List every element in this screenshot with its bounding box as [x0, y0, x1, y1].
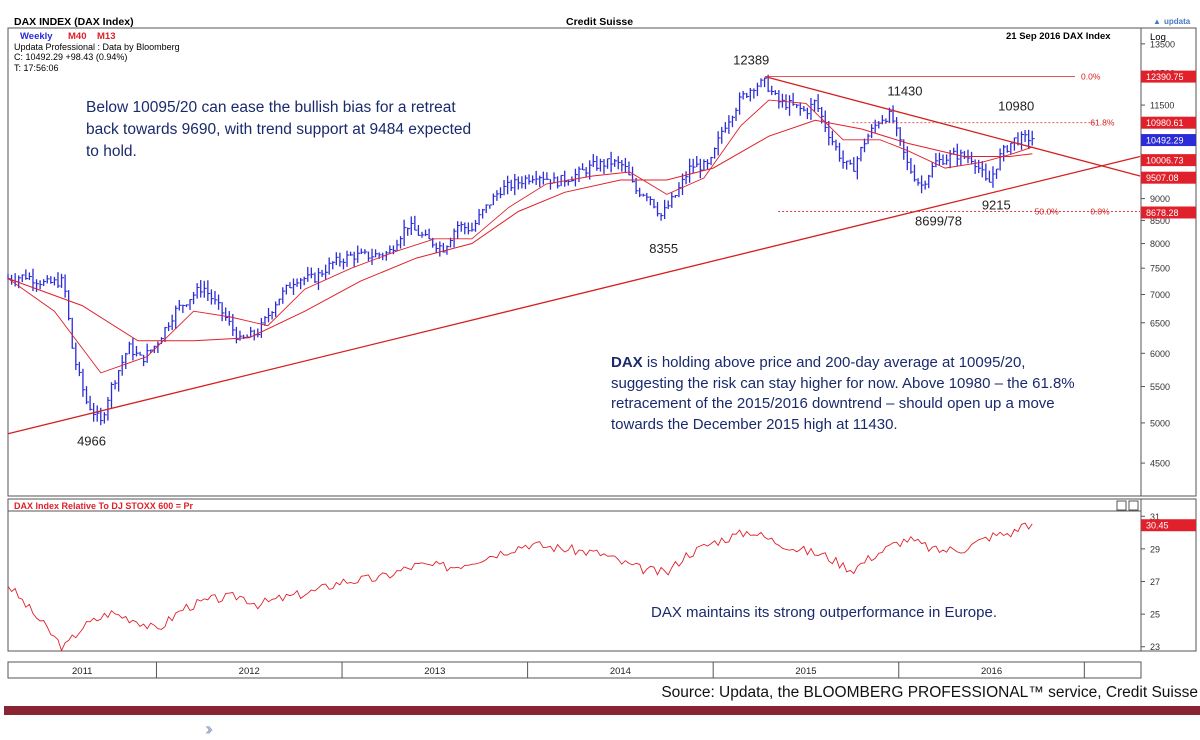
panel-restore-button[interactable]	[1116, 500, 1127, 511]
y-tick-label: 13500	[1150, 39, 1175, 49]
price-point-label: 8355	[649, 241, 678, 256]
price-point-label: 11430	[887, 83, 922, 98]
main-axis-frame	[1140, 27, 1197, 497]
axis-value-tag	[1141, 519, 1196, 532]
axis-value-tag-label: 12390.75	[1146, 72, 1184, 82]
ma13-line	[7, 99, 1033, 374]
resistance-trendline	[764, 75, 1141, 177]
info-line-3: T: 17:56:06	[14, 63, 59, 73]
axis-value-tag	[1141, 70, 1196, 83]
panel-close-button[interactable]	[1128, 500, 1139, 511]
y-tick-label: 8500	[1150, 216, 1170, 226]
annotation-outperformance: DAX maintains its strong outperformance …	[651, 604, 998, 621]
y-tick-label: 7500	[1150, 264, 1170, 274]
fib-level-label: 61.8%	[1090, 118, 1115, 128]
fib-level-label: 50.0%	[1035, 207, 1060, 217]
time-axis-frame	[7, 661, 1142, 679]
time-axis-label: 2012	[239, 666, 260, 677]
y-tick-label: 6000	[1150, 349, 1170, 359]
info-line-2: C: 10492.29 +98.43 (0.94%)	[14, 52, 127, 62]
info-line-1: Updata Professional : Data by Bloomberg	[14, 42, 180, 52]
ma13-label: M13	[97, 31, 115, 42]
axis-value-tag-label: 8678.28	[1146, 208, 1179, 218]
y-tick-label: 29	[1150, 544, 1160, 554]
price-point-label: 12389	[733, 53, 769, 68]
price-point-label: 4966	[77, 434, 106, 449]
chevron-icon: ››	[205, 719, 213, 739]
main-y-axis: 1350012500115001050010000950090008500800…	[1141, 39, 1196, 469]
time-axis-label: 2016	[981, 666, 1002, 677]
y-tick-label: 8000	[1150, 239, 1170, 249]
y-tick-label: 23	[1150, 642, 1160, 652]
fib-level-label: 0.0%	[1081, 72, 1101, 82]
updata-logo: updata	[1164, 17, 1191, 26]
main-plot-area: 0.0% 61.8% 50.0% 0.0% 12389 11430 10980 8355 869…	[7, 53, 1141, 449]
axis-value-tag	[1141, 206, 1196, 219]
y-tick-label: 9000	[1150, 194, 1170, 204]
footer-bar	[4, 706, 1200, 715]
axis-value-tag	[1141, 171, 1196, 184]
y-tick-label: 25	[1150, 610, 1160, 620]
y-tick-label: 7000	[1150, 290, 1170, 300]
price-point-label: 10980	[998, 99, 1034, 114]
lower-panel-frame	[7, 498, 1142, 652]
y-tick-label: 6500	[1150, 318, 1170, 328]
y-tick-label: 27	[1150, 577, 1160, 587]
axis-value-tag	[1141, 154, 1196, 167]
time-axis-label: 2014	[610, 666, 631, 677]
axis-value-tag	[1141, 116, 1196, 129]
scale-mode: Log	[1150, 32, 1166, 43]
fib-level-label: 0.0%	[1090, 207, 1110, 217]
y-tick-label: 5500	[1150, 382, 1170, 392]
triangle-icon: ▲	[1153, 17, 1161, 26]
ma40-label: M40	[68, 31, 86, 42]
axis-value-tag-label: 10980.61	[1146, 118, 1184, 128]
time-axis-label: 2011	[72, 666, 92, 677]
axis-value-tag-label: 9507.08	[1146, 173, 1179, 183]
broker-name: Credit Suisse	[566, 16, 633, 28]
time-axis: 2011 2012 2013 2014 2015 2016	[72, 662, 1085, 678]
price-point-label: 8699/78	[915, 214, 962, 229]
annotation-bullish-text: is holding above price and 200-day avera…	[611, 354, 1075, 433]
lower-plot-area	[7, 522, 1033, 652]
annotation-bearish-scenario: Below 10095/20 can ease the bullish bias…	[86, 99, 472, 160]
ma40-line	[7, 119, 1033, 342]
axis-value-tag-label: 10006.73	[1146, 156, 1184, 166]
y-tick-label: 5000	[1150, 418, 1170, 428]
time-axis-label: 2015	[795, 666, 816, 677]
period-label: Weekly	[20, 31, 53, 42]
date-instrument: 21 Sep 2016 DAX Index	[1006, 31, 1111, 42]
annotation-bullish-scenario: DAX is holding above price and 200-day a…	[611, 353, 1081, 435]
support-trendline	[7, 155, 1141, 435]
relative-performance-line	[7, 522, 1033, 652]
time-axis-label: 2013	[424, 666, 445, 677]
y-tick-label: 4500	[1150, 459, 1170, 469]
main-panel-frame	[7, 27, 1142, 497]
chart-name: DAX INDEX (DAX Index)	[14, 16, 134, 28]
axis-value-tag-label: 10492.29	[1146, 136, 1184, 146]
source-note: Source: Updata, the BLOOMBERG PROFESSION…	[661, 684, 1198, 701]
axis-value-tag-label: 30.45	[1146, 521, 1169, 531]
price-point-label: 9215	[982, 198, 1011, 213]
y-tick-label: 31	[1150, 512, 1160, 522]
y-tick-label: 11500	[1150, 101, 1174, 111]
annotation-ticker: DAX	[611, 354, 643, 371]
axis-value-tag	[1141, 134, 1196, 147]
lower-y-axis: 31 29 27 25 23 30.45	[1141, 512, 1196, 652]
lower-panel-title: DAX Index Relative To DJ STOXX 600 = Pr	[14, 501, 193, 511]
